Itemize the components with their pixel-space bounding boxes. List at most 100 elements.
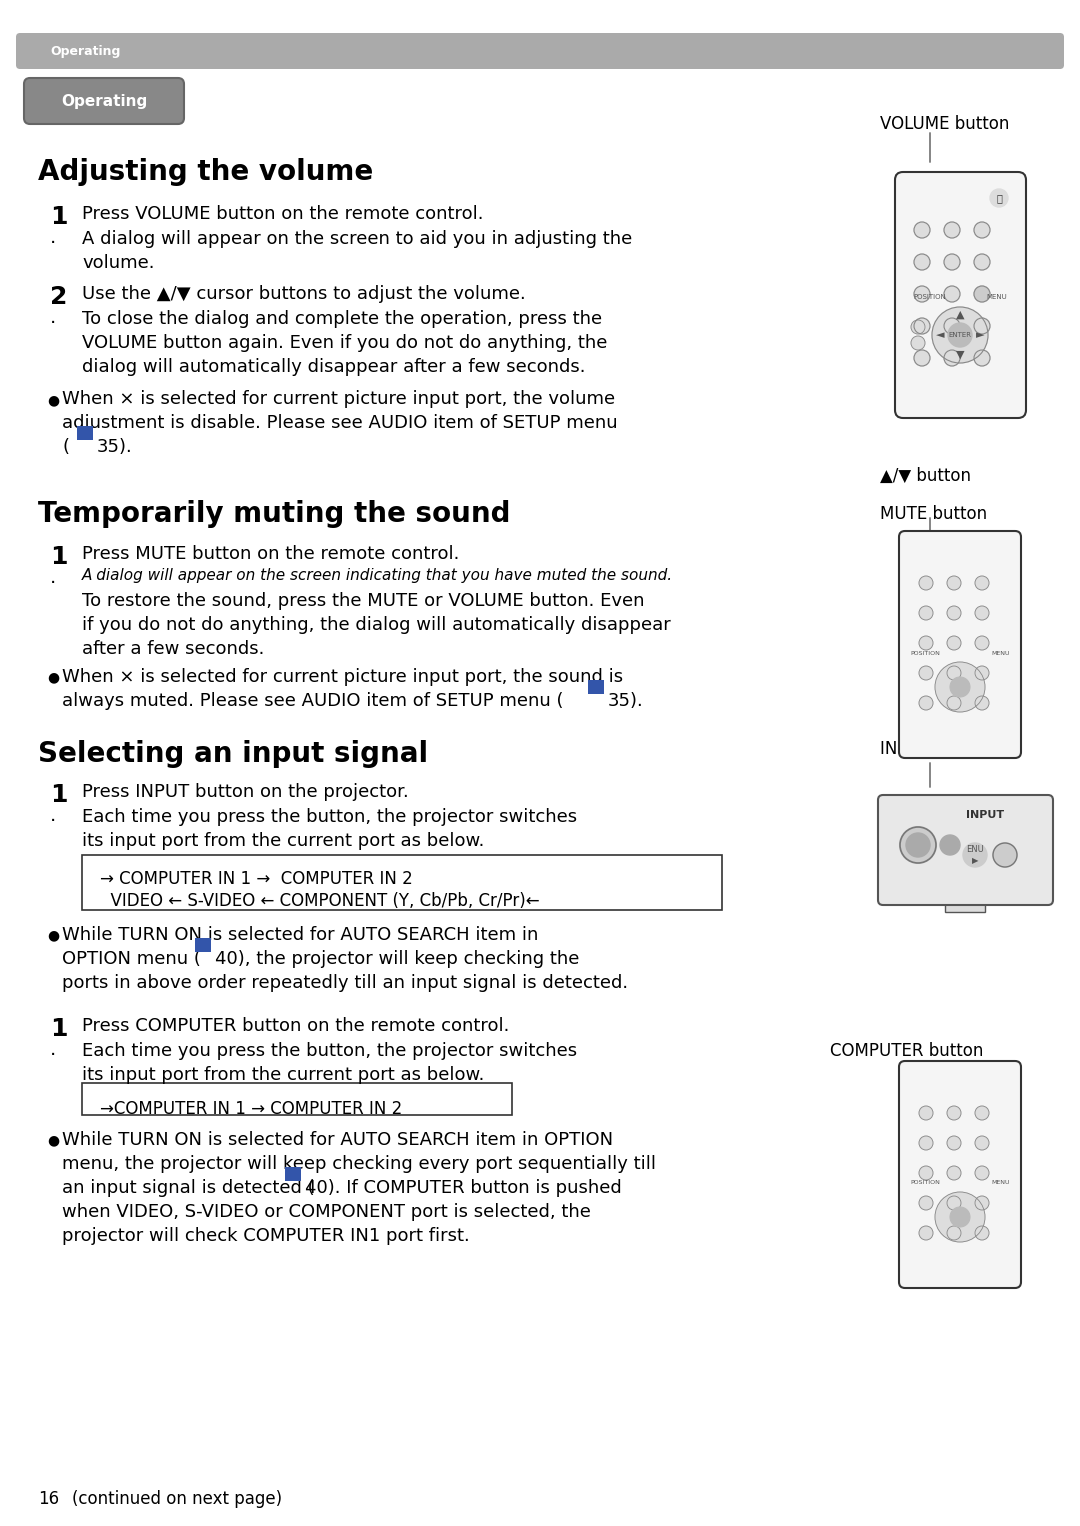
FancyBboxPatch shape bbox=[24, 78, 184, 124]
Text: COMPUTER button: COMPUTER button bbox=[831, 1042, 984, 1061]
Text: .: . bbox=[50, 1041, 56, 1059]
Circle shape bbox=[950, 1207, 970, 1227]
Text: ●: ● bbox=[48, 394, 59, 407]
Text: (continued on next page): (continued on next page) bbox=[72, 1489, 282, 1508]
Circle shape bbox=[975, 1225, 989, 1241]
Text: dialog will automatically disappear after a few seconds.: dialog will automatically disappear afte… bbox=[82, 359, 585, 375]
Text: 1: 1 bbox=[50, 204, 67, 229]
Circle shape bbox=[975, 1106, 989, 1120]
Text: Press VOLUME button on the remote control.: Press VOLUME button on the remote contro… bbox=[82, 204, 484, 223]
Text: .: . bbox=[50, 806, 56, 826]
Text: ENTER: ENTER bbox=[948, 333, 972, 337]
Circle shape bbox=[974, 285, 990, 302]
FancyBboxPatch shape bbox=[899, 531, 1021, 758]
Text: MENU: MENU bbox=[991, 1181, 1010, 1186]
Text: MENU: MENU bbox=[986, 295, 1007, 301]
Text: To close the dialog and complete the operation, press the: To close the dialog and complete the ope… bbox=[82, 310, 603, 328]
Text: While TURN ON is selected for AUTO SEARCH item in OPTION: While TURN ON is selected for AUTO SEARC… bbox=[62, 1131, 613, 1149]
Text: projector will check COMPUTER IN1 port first.: projector will check COMPUTER IN1 port f… bbox=[62, 1227, 470, 1245]
FancyBboxPatch shape bbox=[82, 1083, 512, 1116]
Circle shape bbox=[975, 1135, 989, 1151]
Text: 2: 2 bbox=[50, 285, 67, 308]
Circle shape bbox=[947, 696, 961, 710]
Circle shape bbox=[914, 349, 930, 366]
Text: Temporarily muting the sound: Temporarily muting the sound bbox=[38, 501, 511, 528]
Text: 1: 1 bbox=[50, 1016, 67, 1041]
Text: volume.: volume. bbox=[82, 253, 154, 272]
Text: INPUT: INPUT bbox=[966, 810, 1004, 819]
Text: When × is selected for current picture input port, the volume: When × is selected for current picture i… bbox=[62, 391, 616, 407]
Text: Use the ▲/▼ cursor buttons to adjust the volume.: Use the ▲/▼ cursor buttons to adjust the… bbox=[82, 285, 526, 304]
Text: after a few seconds.: after a few seconds. bbox=[82, 639, 265, 658]
Text: Press MUTE button on the remote control.: Press MUTE button on the remote control. bbox=[82, 545, 459, 563]
Text: ►: ► bbox=[975, 330, 984, 340]
Text: (: ( bbox=[62, 438, 69, 456]
Text: its input port from the current port as below.: its input port from the current port as … bbox=[82, 1067, 484, 1083]
Text: .: . bbox=[50, 308, 56, 327]
FancyBboxPatch shape bbox=[16, 34, 1064, 69]
Circle shape bbox=[940, 835, 960, 855]
FancyBboxPatch shape bbox=[82, 855, 723, 909]
Text: VOLUME button: VOLUME button bbox=[880, 114, 1010, 133]
Text: Each time you press the button, the projector switches: Each time you press the button, the proj… bbox=[82, 1042, 577, 1061]
Circle shape bbox=[975, 575, 989, 591]
Circle shape bbox=[912, 320, 924, 334]
Circle shape bbox=[944, 317, 960, 334]
Circle shape bbox=[919, 636, 933, 650]
Text: POSITION: POSITION bbox=[910, 650, 940, 656]
Circle shape bbox=[900, 827, 936, 864]
Text: Press COMPUTER button on the remote control.: Press COMPUTER button on the remote cont… bbox=[82, 1016, 510, 1035]
FancyBboxPatch shape bbox=[878, 795, 1053, 905]
Circle shape bbox=[974, 317, 990, 334]
Text: 35).: 35). bbox=[97, 438, 133, 456]
Circle shape bbox=[990, 189, 1008, 208]
Text: 1: 1 bbox=[50, 783, 67, 807]
Circle shape bbox=[935, 662, 985, 713]
Circle shape bbox=[919, 1196, 933, 1210]
FancyBboxPatch shape bbox=[895, 172, 1026, 418]
Text: adjustment is disable. Please see AUDIO item of SETUP menu: adjustment is disable. Please see AUDIO … bbox=[62, 414, 618, 432]
Text: 35).: 35). bbox=[608, 691, 644, 710]
Circle shape bbox=[963, 842, 987, 867]
Text: ports in above order repeatedly till an input signal is detected.: ports in above order repeatedly till an … bbox=[62, 974, 629, 992]
Circle shape bbox=[919, 575, 933, 591]
Text: Operating: Operating bbox=[50, 44, 120, 58]
Text: Adjusting the volume: Adjusting the volume bbox=[38, 159, 374, 186]
Text: an input signal is detected (: an input signal is detected ( bbox=[62, 1180, 314, 1196]
Circle shape bbox=[914, 285, 930, 302]
Circle shape bbox=[947, 1225, 961, 1241]
Circle shape bbox=[935, 1192, 985, 1242]
FancyBboxPatch shape bbox=[588, 681, 604, 694]
Circle shape bbox=[919, 665, 933, 681]
Text: ⏻: ⏻ bbox=[996, 192, 1002, 203]
Circle shape bbox=[919, 606, 933, 620]
Circle shape bbox=[919, 1135, 933, 1151]
Text: ▲: ▲ bbox=[956, 310, 964, 320]
Text: MENU: MENU bbox=[991, 650, 1010, 656]
Circle shape bbox=[975, 696, 989, 710]
Circle shape bbox=[974, 221, 990, 238]
Circle shape bbox=[944, 221, 960, 238]
Text: A dialog will appear on the screen to aid you in adjusting the: A dialog will appear on the screen to ai… bbox=[82, 230, 632, 249]
Text: 1: 1 bbox=[50, 545, 67, 569]
Text: always muted. Please see AUDIO item of SETUP menu (: always muted. Please see AUDIO item of S… bbox=[62, 691, 564, 710]
Circle shape bbox=[914, 221, 930, 238]
Circle shape bbox=[919, 1166, 933, 1180]
Text: ◄: ◄ bbox=[935, 330, 944, 340]
Text: → COMPUTER IN 1 →  COMPUTER IN 2: → COMPUTER IN 1 → COMPUTER IN 2 bbox=[100, 870, 413, 888]
Text: VIDEO ← S-VIDEO ← COMPONENT (Y, Cb/Pb, Cr/Pr)←: VIDEO ← S-VIDEO ← COMPONENT (Y, Cb/Pb, C… bbox=[100, 893, 540, 909]
Text: ●: ● bbox=[48, 1132, 59, 1148]
Circle shape bbox=[947, 575, 961, 591]
Circle shape bbox=[919, 1106, 933, 1120]
FancyBboxPatch shape bbox=[285, 1167, 301, 1181]
Circle shape bbox=[947, 636, 961, 650]
FancyBboxPatch shape bbox=[899, 1061, 1021, 1288]
Circle shape bbox=[975, 1196, 989, 1210]
Text: menu, the projector will keep checking every port sequentially till: menu, the projector will keep checking e… bbox=[62, 1155, 656, 1173]
Circle shape bbox=[947, 1106, 961, 1120]
Circle shape bbox=[919, 696, 933, 710]
FancyBboxPatch shape bbox=[195, 938, 211, 952]
Text: .: . bbox=[50, 568, 56, 588]
Circle shape bbox=[975, 606, 989, 620]
Circle shape bbox=[932, 307, 988, 363]
